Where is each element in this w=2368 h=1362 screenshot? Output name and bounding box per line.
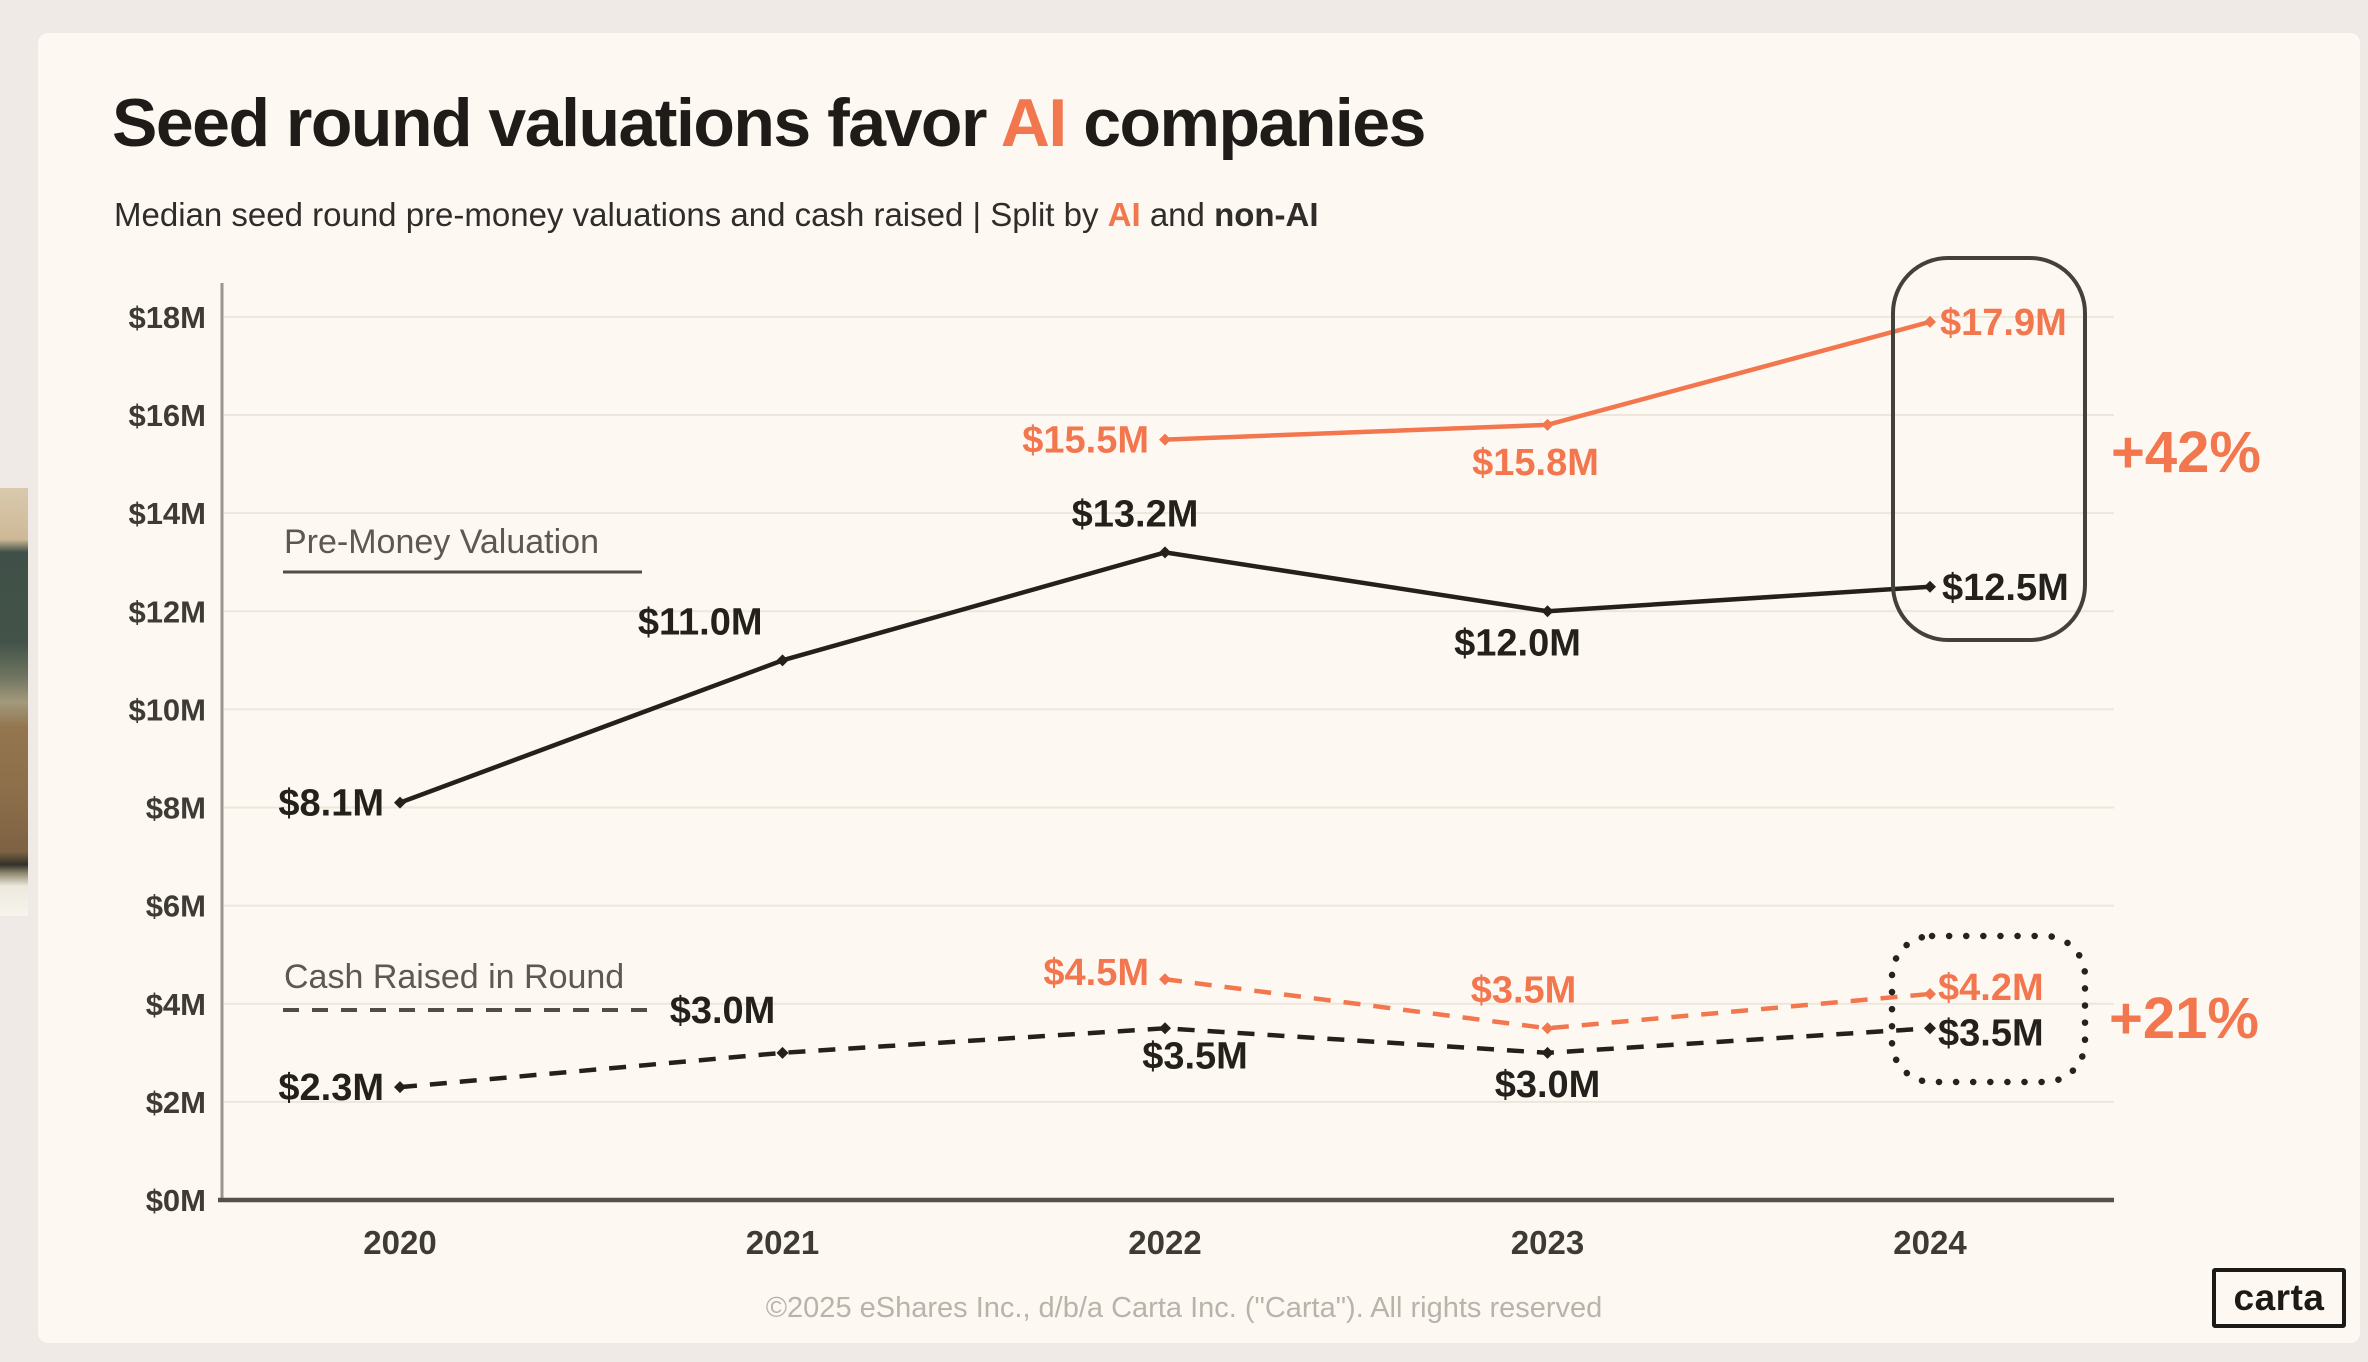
title-text-suffix: companies xyxy=(1065,85,1426,161)
subtitle-nonai-bold: non-AI xyxy=(1214,196,1319,233)
data-point-label: $17.9M xyxy=(1940,302,2067,344)
x-tick-label: 2020 xyxy=(363,1224,436,1261)
title-ai-highlight: AI xyxy=(1000,85,1068,161)
series-non-ai-valuation: $8.1M $11.0M $13.2M $12.0M $12.5M xyxy=(278,493,2068,824)
y-axis-tick-labels: $0M $2M $4M $6M $8M $10M $12M $14M $16M $18M xyxy=(128,300,206,1218)
y-tick-label: $12M xyxy=(128,594,206,629)
data-point-marker xyxy=(1541,418,1554,431)
data-point-marker xyxy=(1159,1022,1171,1035)
data-point-label: $3.5M xyxy=(1142,1035,1248,1077)
axes xyxy=(218,283,2114,1203)
svg-text:Cash Raised in Round: Cash Raised in Round xyxy=(284,958,624,996)
highlight-box-dotted xyxy=(1888,932,2089,1086)
data-point-label: $3.5M xyxy=(1471,969,1577,1011)
y-tick-label: $4M xyxy=(146,987,206,1022)
data-point-marker xyxy=(1541,1022,1554,1035)
data-point-marker xyxy=(1541,605,1554,618)
y-tick-label: $8M xyxy=(146,791,206,826)
series-group-label-dashed: Cash Raised in Round xyxy=(283,958,648,1012)
data-point-marker xyxy=(1541,1046,1554,1059)
x-axis-tick-labels: 2020 2021 2022 2023 2024 xyxy=(363,1224,1967,1261)
data-point-marker xyxy=(394,1081,406,1094)
data-point-label: $15.8M xyxy=(1472,442,1599,484)
series-non-ai-cash: $2.3M $3.0M $3.5M $3.0M $3.5M xyxy=(278,990,2043,1109)
data-point-label: $12.0M xyxy=(1454,622,1581,664)
data-point-marker xyxy=(1924,1022,1936,1035)
data-point-marker xyxy=(1924,315,1936,328)
x-tick-label: 2022 xyxy=(1128,1224,1201,1261)
data-point-label: $15.5M xyxy=(1022,420,1149,462)
subtitle-text-middle: and xyxy=(1140,196,1215,233)
subtitle-text-prefix: Median seed round pre-money valuations a… xyxy=(114,196,1108,233)
chart-card xyxy=(38,33,2360,1343)
data-point-label: $4.5M xyxy=(1043,952,1149,994)
data-point-label: $3.0M xyxy=(1495,1064,1601,1106)
y-tick-label: $18M xyxy=(128,300,206,335)
data-point-marker xyxy=(1924,987,1936,1000)
data-point-marker xyxy=(1924,580,1936,593)
x-tick-label: 2023 xyxy=(1511,1224,1584,1261)
x-tick-label: 2021 xyxy=(746,1224,819,1261)
data-point-marker xyxy=(776,1046,789,1059)
series-ai-valuation: $15.5M $15.8M $17.9M xyxy=(1022,302,2067,484)
data-point-label: $11.0M xyxy=(638,601,763,643)
copyright-text: ©2025 eShares Inc., d/b/a Carta Inc. ("C… xyxy=(765,1292,1603,1324)
y-tick-label: $2M xyxy=(146,1085,206,1120)
page-title: Seed round valuations favor AI companies xyxy=(112,84,1426,162)
data-point-marker xyxy=(776,654,789,667)
data-point-label: $4.2M xyxy=(1938,967,2044,1009)
data-point-label: $12.5M xyxy=(1942,567,2069,609)
x-tick-label: 2024 xyxy=(1893,1224,1967,1261)
y-tick-label: $0M xyxy=(146,1183,206,1218)
svg-text:Pre-Money Valuation: Pre-Money Valuation xyxy=(284,523,599,561)
data-point-label: $3.0M xyxy=(670,990,776,1032)
annotation-+21%: +21% xyxy=(2109,986,2259,1051)
y-tick-label: $6M xyxy=(146,889,206,924)
y-tick-label: $14M xyxy=(128,496,206,531)
series-group-label-solid: Pre-Money Valuation xyxy=(283,523,642,574)
data-point-marker xyxy=(1159,973,1171,986)
annotation-+42%: +42% xyxy=(2111,420,2261,485)
data-point-label: $8.1M xyxy=(278,783,384,825)
highlight-box-solid xyxy=(1891,256,2087,642)
title-text-prefix: Seed round valuations favor xyxy=(112,85,1001,161)
y-tick-label: $16M xyxy=(128,398,206,433)
page-subtitle: Median seed round pre-money valuations a… xyxy=(114,196,1319,234)
data-point-marker xyxy=(1159,546,1171,559)
carta-logo: carta xyxy=(2212,1268,2346,1328)
data-point-marker xyxy=(1159,433,1171,446)
data-point-label: $2.3M xyxy=(278,1067,384,1109)
data-point-label: $13.2M xyxy=(1072,493,1199,535)
series-ai-cash: $4.5M $3.5M $4.2M xyxy=(1043,952,2044,1035)
data-point-label: $3.5M xyxy=(1938,1012,2044,1054)
subtitle-ai-highlight: AI xyxy=(1107,196,1141,233)
background-photo-strip xyxy=(0,488,28,916)
data-point-marker xyxy=(394,796,406,809)
y-tick-label: $10M xyxy=(128,692,206,727)
